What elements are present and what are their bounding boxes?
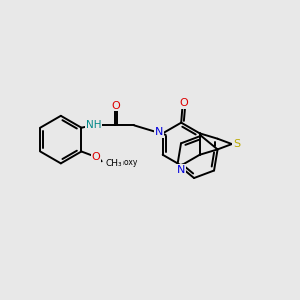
Text: CH₃: CH₃: [106, 159, 122, 168]
Text: N: N: [154, 127, 163, 137]
Text: N: N: [177, 165, 185, 175]
Text: methoxy: methoxy: [105, 158, 138, 167]
Text: O: O: [179, 98, 188, 108]
Text: NH: NH: [86, 120, 102, 130]
Text: S: S: [233, 139, 240, 149]
Text: O: O: [112, 101, 120, 111]
Text: O: O: [92, 152, 100, 161]
